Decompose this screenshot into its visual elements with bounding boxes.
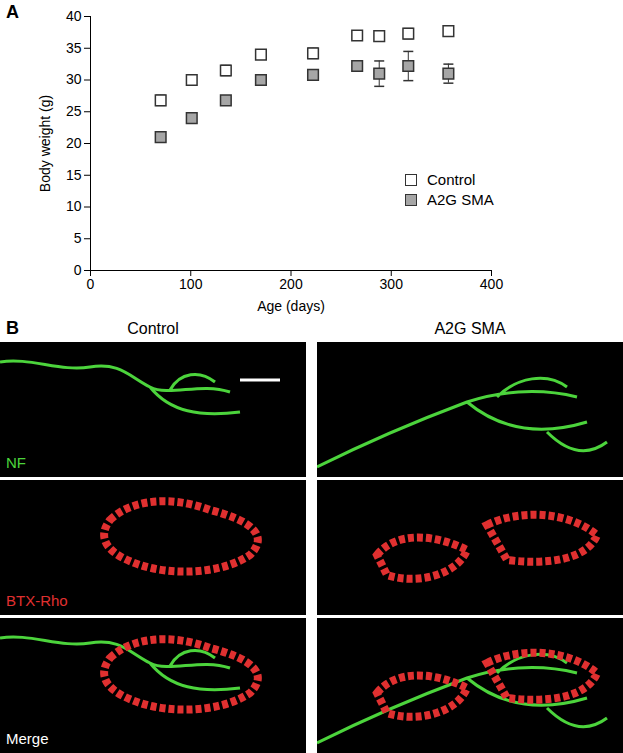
html-text:Merge: Merge [6,730,49,747]
svg-text:30: 30 [66,71,82,87]
svg-text:0: 0 [74,262,82,278]
svg-text:300: 300 [380,276,404,292]
svg-text:20: 20 [66,135,82,151]
svg-text:40: 40 [66,8,82,24]
svg-text:35: 35 [66,40,82,56]
html-text:A2G SMA: A2G SMA [434,320,506,337]
svg-text:Body weight (g): Body weight (g) [37,95,53,192]
svg-text:Age (days): Age (days) [257,298,325,314]
svg-text:10: 10 [66,198,82,214]
html-text:A2G SMA: A2G SMA [427,191,494,208]
svg-text:0: 0 [87,276,95,292]
svg-text:25: 25 [66,103,82,119]
html-text:Control: Control [127,320,179,337]
html-text:Control: Control [427,171,476,188]
html-text:NF: NF [6,454,26,471]
svg-text:15: 15 [66,167,82,183]
html-text:A: A [6,2,19,22]
svg-text:100: 100 [179,276,203,292]
svg-text:5: 5 [74,230,82,246]
html-text:B: B [6,318,19,338]
svg-text:200: 200 [279,276,303,292]
svg-text:400: 400 [480,276,504,292]
html-text:BTX-Rho: BTX-Rho [6,592,68,609]
